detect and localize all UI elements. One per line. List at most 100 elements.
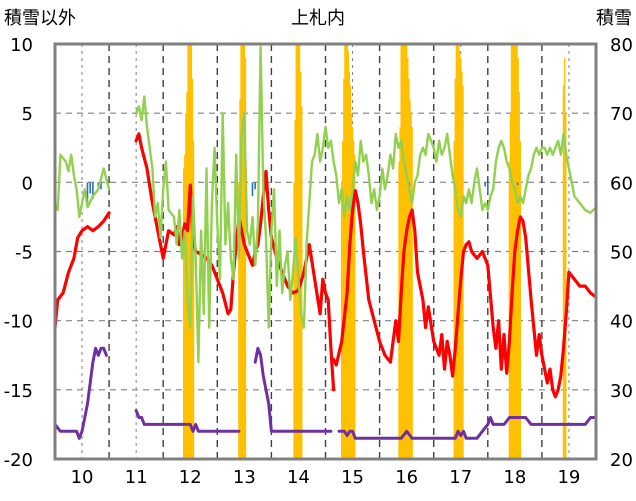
bar-yellow [519,140,522,460]
x-tick-label: 13 [233,467,256,488]
y-left-tick-label: -10 [4,312,33,333]
bar-blue [92,182,94,199]
bar-yellow [299,71,302,460]
bar-blue [86,182,89,204]
series-line-purple [53,346,108,440]
bar-yellow [346,44,348,459]
bar-yellow [517,57,519,459]
bar-yellow [242,44,245,459]
bar-yellow [353,154,356,459]
series-line-green [134,45,598,364]
bar-yellow [298,44,301,459]
x-tick-label: 10 [71,467,94,488]
x-tick-label: 14 [287,467,310,488]
x-tick-label: 18 [503,467,526,488]
bar-yellow [453,140,456,460]
bar-yellow [184,154,186,459]
bar-yellow [518,92,520,460]
y-left-tick-label: 10 [10,35,33,56]
bar-yellow [240,44,242,459]
bar-yellow [297,44,300,459]
series-line-green [53,153,111,219]
bar-yellow [189,44,191,459]
bar-yellow [183,168,185,459]
bar-blue [254,182,256,190]
series-line-purple [253,346,333,433]
bar-yellow [563,57,566,459]
bar-yellow [405,44,408,459]
bar-yellow [411,127,413,459]
bar-yellow [340,182,343,460]
y-right-tick-label: 40 [610,312,633,333]
y-left-tick-label: -15 [4,381,33,402]
x-tick-label: 15 [341,467,364,488]
bar-blue [89,182,91,194]
y-right-tick-label: 20 [610,450,633,471]
bar-yellow [293,182,295,460]
bar-blue [516,182,519,186]
bar-yellow [408,78,410,459]
x-tick-label: 19 [557,467,580,488]
left-axis-label: 積雪以外 [4,8,76,29]
bar-blue [484,182,486,187]
y-left-tick-label: 0 [22,173,33,194]
bar-yellow [509,113,512,460]
right-axis-label: 積雪 [596,8,632,29]
x-axis-ticks: 10 11 12 13 14 15 16 17 18 19 [71,467,581,488]
bar-yellow [344,44,346,459]
bar-yellow [454,78,457,459]
y-left-tick-label: 5 [22,104,33,125]
bar-yellow [350,113,353,460]
bar-yellow [516,44,518,459]
series-lines [53,45,598,440]
series-line-purple [134,409,241,433]
bar-yellow [349,85,352,459]
x-tick-label: 16 [395,467,418,488]
series-line-red [332,189,598,399]
bar-blue [97,182,100,187]
bar-yellow [343,78,345,459]
left-axis-ticks: 10 5 0 -5 -10 -15 -20 [4,35,33,471]
bar-yellow [243,44,246,459]
bar-yellow [406,57,409,459]
bar-yellow [192,140,195,460]
y-right-tick-label: 30 [610,381,633,402]
series-line-purple [337,416,598,440]
bar-blue [251,182,254,197]
bar-yellow [410,113,412,460]
y-right-tick-label: 50 [610,243,633,264]
bar-yellow [241,44,243,459]
bar-blue [100,182,102,190]
bar-yellow [562,85,565,459]
plot-frame [53,42,598,461]
bar-yellow [238,182,240,460]
bar-yellow [511,44,514,459]
bar-yellow [409,99,411,459]
bar-yellow [457,44,460,459]
bar-yellow [345,44,347,459]
series-line-red [53,211,111,330]
bar-yellow [458,50,461,460]
bar-yellow [244,57,247,459]
bar-yellow [404,44,407,459]
y-left-tick-label: -5 [15,243,33,264]
chart-title: 上札内 [291,8,345,29]
bar-yellow [400,44,402,459]
y-left-tick-label: -20 [4,450,33,471]
bar-marks [86,44,567,460]
right-axis-ticks: 80 70 60 50 40 30 20 [610,35,633,471]
bar-yellow [455,44,458,459]
bar-yellow [510,44,513,459]
bar-yellow [351,127,354,459]
bar-yellow [508,161,511,460]
bar-yellow [239,99,241,459]
bar-blue [486,182,489,194]
y-right-tick-label: 70 [610,104,633,125]
bar-yellow [564,113,567,460]
x-tick-label: 12 [179,467,202,488]
bar-yellow [460,57,462,459]
bar-yellow [342,140,344,460]
bar-yellow [294,120,296,459]
bar-yellow [456,44,459,459]
